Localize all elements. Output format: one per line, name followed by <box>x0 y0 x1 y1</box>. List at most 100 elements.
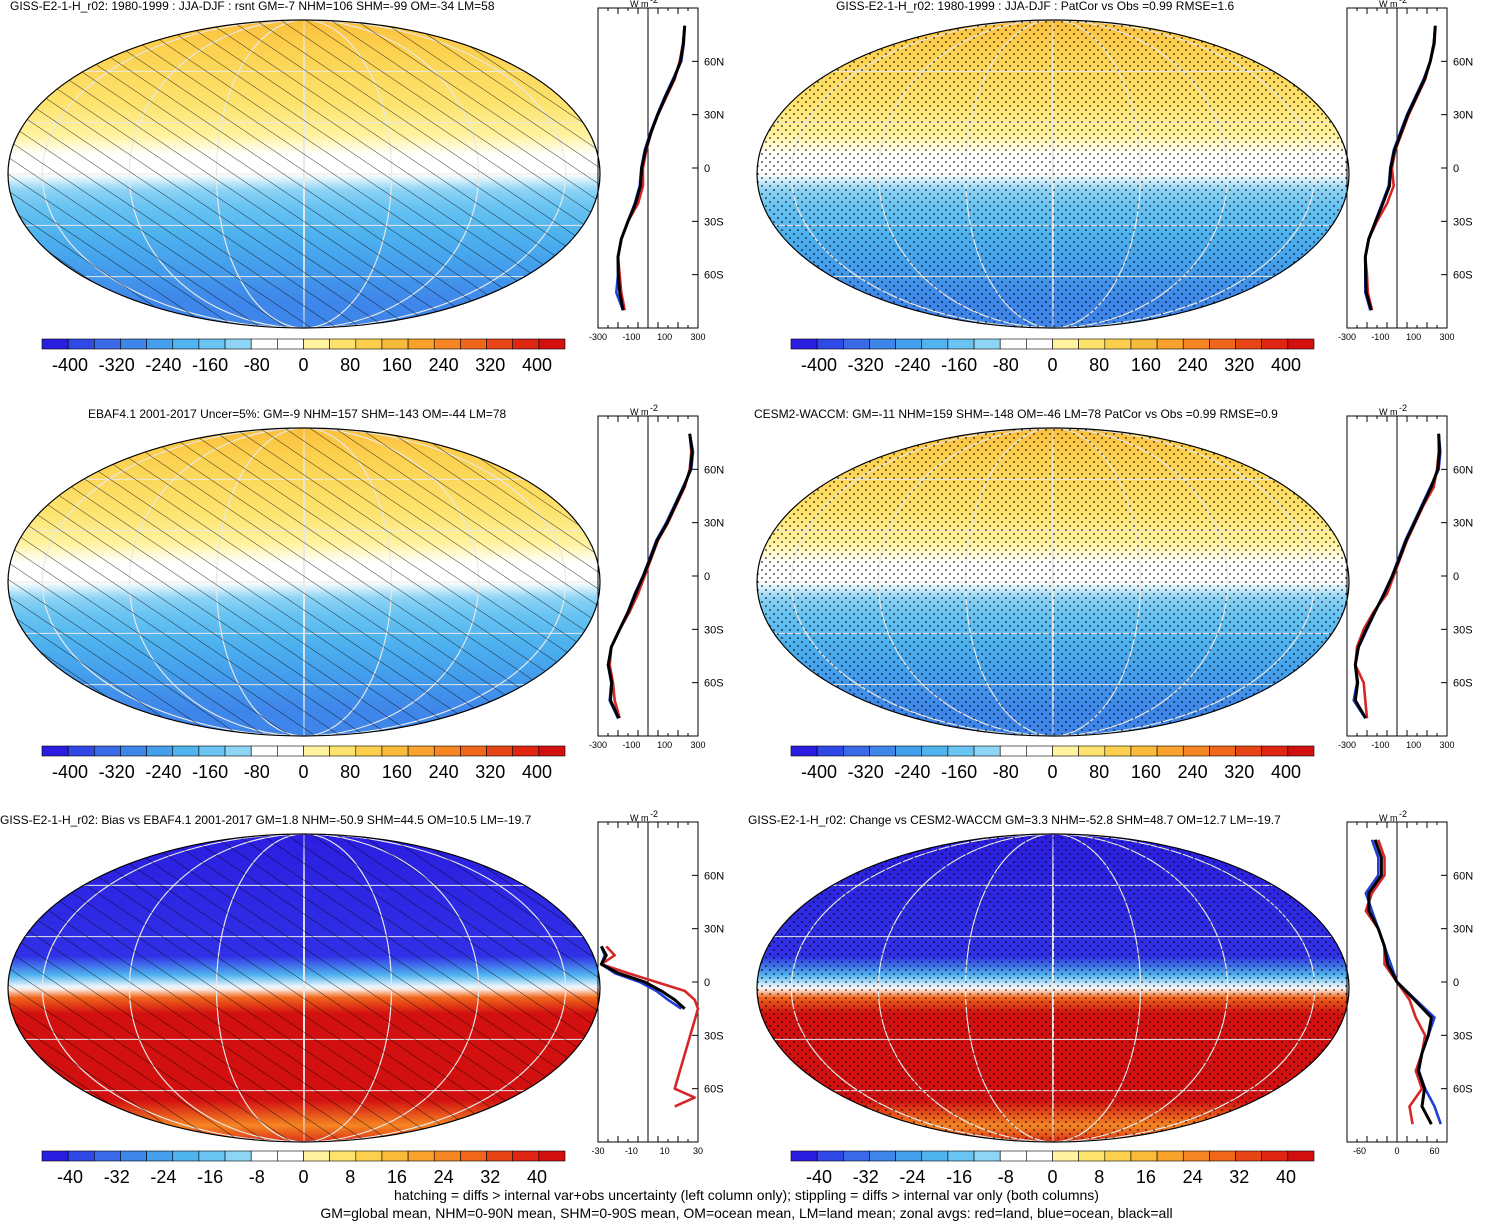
colorbar-label: -240 <box>145 762 181 782</box>
x-tick-label: 300 <box>1439 740 1454 750</box>
colorbar-label: -160 <box>192 355 228 375</box>
colorbar-box <box>277 1150 304 1162</box>
colorbar-box <box>433 1150 461 1162</box>
colorbar-label: 32 <box>1229 1167 1249 1187</box>
x-tick-label: -30 <box>591 1146 604 1156</box>
colorbar-box <box>842 338 870 350</box>
colorbar-box <box>172 745 200 757</box>
lat-tick-label: 0 <box>704 163 710 175</box>
colorbar-box <box>146 1150 174 1162</box>
colorbar-box <box>355 338 383 350</box>
colorbar-box <box>1235 1150 1263 1162</box>
colorbar-box <box>842 745 870 757</box>
colorbar-label: 80 <box>340 762 360 782</box>
colorbar-box <box>538 1150 566 1162</box>
colorbar-box <box>250 1150 278 1162</box>
colorbar-box <box>41 338 69 350</box>
lat-tick-label: 60S <box>1453 270 1473 282</box>
colorbar-box <box>1104 1150 1132 1162</box>
colorbar-box <box>921 745 949 757</box>
colorbar-box <box>433 338 461 350</box>
colorbar-box <box>329 745 357 757</box>
x-tick-label: -100 <box>1371 332 1389 342</box>
colorbar-label: -240 <box>145 355 181 375</box>
map-outline <box>756 427 1350 737</box>
series-line <box>599 945 686 1010</box>
colorbar-label: 240 <box>429 762 459 782</box>
colorbar-box <box>1130 745 1158 757</box>
lat-tick-label: 60S <box>1453 678 1473 690</box>
panel-5: GISS-E2-1-H_r02: Bias vs EBAF4.1 2001-20… <box>0 809 724 1187</box>
colorbar-box <box>1156 338 1184 350</box>
colorbar-box <box>1052 338 1079 350</box>
colorbar-label: -160 <box>941 762 977 782</box>
colorbar: -400 -320 -240 -160 -80 0 80 160 240 320 400 <box>790 338 1315 375</box>
colorbar-box <box>973 1150 1001 1162</box>
colorbar-label: 0 <box>1047 1167 1057 1187</box>
colorbar-box <box>381 1150 409 1162</box>
x-tick-label: -10 <box>625 1146 638 1156</box>
colorbar-label: 160 <box>382 762 412 782</box>
x-tick-label: 30 <box>693 1146 703 1156</box>
colorbar-label: 80 <box>1089 762 1109 782</box>
series-line <box>614 25 686 311</box>
colorbar-label: 160 <box>1131 355 1161 375</box>
colorbar-label: 40 <box>1276 1167 1296 1187</box>
colorbar-box <box>895 1150 923 1162</box>
colorbar-box <box>120 1150 147 1162</box>
colorbar-label: 400 <box>1271 355 1301 375</box>
colorbar-label: 0 <box>1047 762 1057 782</box>
x-tick-label: -100 <box>1371 740 1389 750</box>
x-tick-label: 10 <box>660 1146 670 1156</box>
stipple-overlay <box>757 834 1349 1142</box>
colorbar-box <box>1052 1150 1079 1162</box>
colorbar-box <box>198 1150 226 1162</box>
colorbar-label: 8 <box>345 1167 355 1187</box>
zonal-plot: 60N 30N 0 30S 60S -300 -100 100 300 W m -2 <box>1338 0 1473 342</box>
colorbar-box <box>1182 338 1210 350</box>
footer-line-2: GM=global mean, NHM=0-90N mean, SHM=0-90… <box>320 1205 1173 1221</box>
colorbar-box <box>433 745 461 757</box>
unit-superscript: -2 <box>650 403 658 413</box>
colorbar-box <box>816 745 844 757</box>
colorbar-box <box>816 338 844 350</box>
colorbar-box <box>999 745 1027 757</box>
colorbar-box <box>460 745 487 757</box>
colorbar-label: -160 <box>941 355 977 375</box>
unit-label: W m <box>630 813 649 823</box>
colorbar-box <box>973 745 1001 757</box>
colorbar-label: 0 <box>298 355 308 375</box>
colorbar-box <box>869 338 896 350</box>
lat-tick-label: 30N <box>1453 518 1473 530</box>
colorbar-box <box>250 745 278 757</box>
colorbar-box <box>1287 338 1315 350</box>
colorbar-box <box>973 338 1001 350</box>
colorbar-box <box>1026 1150 1053 1162</box>
x-tick-label: -300 <box>589 740 607 750</box>
colorbar-box <box>277 745 304 757</box>
series-line <box>1353 433 1441 719</box>
colorbar-box <box>277 338 304 350</box>
zonal-plot: 60N 30N 0 30S 60S -300 -100 100 300 W m -2 <box>589 0 724 342</box>
colorbar-label: -80 <box>244 762 270 782</box>
colorbar-box <box>1130 338 1158 350</box>
colorbar-label: -400 <box>801 355 837 375</box>
lat-tick-label: 30N <box>704 110 724 122</box>
colorbar-label: 160 <box>1131 762 1161 782</box>
x-tick-label: -300 <box>589 332 607 342</box>
colorbar-box <box>999 1150 1027 1162</box>
colorbar-box <box>224 1150 252 1162</box>
lat-tick-label: 30S <box>1453 1030 1473 1042</box>
colorbar-box <box>303 745 330 757</box>
colorbar-label: -8 <box>249 1167 265 1187</box>
colorbar-label: -40 <box>806 1167 832 1187</box>
colorbar-box <box>1182 1150 1210 1162</box>
panel-1: GISS-E2-1-H_r02: 1980-1999 : JJA-DJF : r… <box>7 0 724 375</box>
colorbar-box <box>146 338 174 350</box>
colorbar-label: 8 <box>1094 1167 1104 1187</box>
colorbar-box <box>224 745 252 757</box>
colorbar-label: 320 <box>475 355 505 375</box>
unit-label: W m <box>1379 813 1398 823</box>
lat-tick-label: 30S <box>704 216 724 228</box>
